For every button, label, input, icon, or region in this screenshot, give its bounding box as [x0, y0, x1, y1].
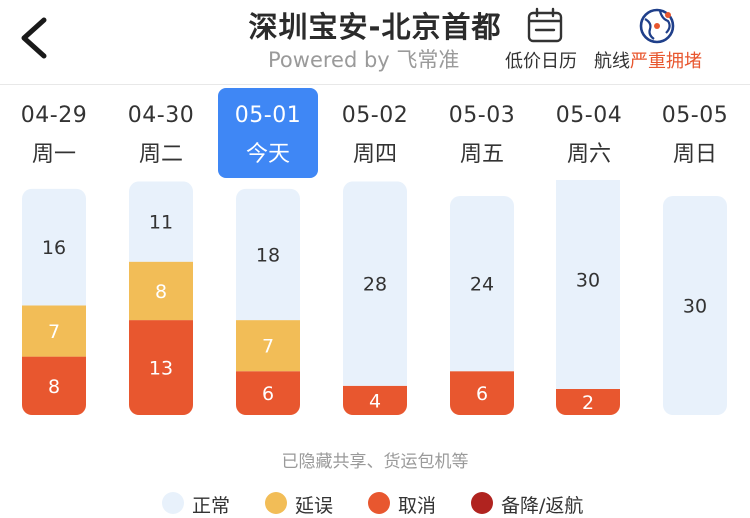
- flight-status-chart: 8 7 16 13 8 11 6 7 18 4 28 6 24 2 30 30: [22, 180, 727, 415]
- bar-segment: [450, 371, 514, 415]
- route-globe-icon[interactable]: [636, 5, 678, 47]
- bar-segment: [343, 385, 407, 415]
- date-tab-5[interactable]: 05-04 周六: [539, 88, 639, 178]
- bar-segment: [556, 180, 620, 389]
- date-tab-3[interactable]: 05-02 周四: [325, 88, 425, 178]
- bar-05-03: [450, 196, 514, 415]
- bar-05-02: [343, 181, 407, 415]
- bar-value-label: 16: [42, 237, 66, 259]
- bar-segment: [236, 320, 300, 372]
- date-tab-2[interactable]: 05-01 今天: [218, 88, 318, 178]
- bar-value-label: 2: [582, 392, 594, 414]
- back-arrow-icon[interactable]: [14, 10, 58, 66]
- bar-segment: [236, 188, 300, 321]
- bar-value-label: 6: [476, 383, 488, 405]
- header-bar: 深圳宝安-北京首都 Powered by 飞常准 低价日历 航线严重拥堵: [0, 0, 750, 85]
- bar-segment: [129, 181, 193, 262]
- date-label: 05-04: [555, 103, 623, 128]
- legend-label: 延误: [295, 495, 334, 517]
- date-tab-6[interactable]: 05-05 周日: [645, 88, 745, 178]
- powered-by-label: Powered by 飞常准: [268, 48, 460, 72]
- bar-segment: [663, 196, 727, 415]
- date-tab-0[interactable]: 04-29 周一: [4, 88, 104, 178]
- route-congestion-status: 严重拥堵: [630, 51, 702, 72]
- route-label: 航线: [594, 51, 630, 72]
- bar-value-label: 8: [155, 281, 167, 303]
- bar-segment: [22, 356, 86, 415]
- date-tab-4[interactable]: 05-03 周五: [432, 88, 532, 178]
- bar-value-label: 7: [48, 321, 60, 343]
- weekday-label: 周日: [672, 142, 717, 167]
- weekday-label: 周二: [138, 142, 183, 167]
- legend-swatch: [471, 492, 493, 514]
- weekday-label: 周一: [31, 142, 76, 167]
- bar-value-label: 7: [262, 336, 274, 358]
- bar-05-01: [236, 188, 300, 415]
- weekday-label: 今天: [245, 142, 290, 167]
- bar-segment: [22, 305, 86, 357]
- route-status-label: 航线严重拥堵: [594, 47, 702, 73]
- bar-segment: [343, 181, 407, 386]
- bar-segment: [236, 371, 300, 415]
- bar-value-label: 30: [576, 270, 600, 292]
- weekday-label: 周五: [459, 142, 504, 167]
- date-label: 05-01: [234, 103, 302, 128]
- route-title: 深圳宝安-北京首都: [248, 10, 502, 44]
- legend-swatch: [162, 492, 184, 514]
- legend-label: 正常: [192, 495, 231, 517]
- bar-value-label: 13: [149, 358, 173, 380]
- bar-value-label: 6: [262, 383, 274, 405]
- bar-value-label: 18: [256, 244, 280, 266]
- bar-value-label: 8: [48, 376, 60, 398]
- bar-04-29: [22, 188, 86, 415]
- low-price-calendar-link[interactable]: 低价日历: [505, 51, 577, 72]
- date-label: 04-29: [20, 103, 88, 128]
- weekday-label: 周六: [566, 142, 611, 167]
- date-selector: 04-29 周一 04-30 周二 05-01 今天 05-02 周四 05-0…: [0, 88, 750, 180]
- bar-segment: [129, 261, 193, 321]
- bar-segment: [22, 188, 86, 306]
- date-label: 05-05: [661, 103, 729, 128]
- weekday-label: 周四: [352, 142, 397, 167]
- date-tab-1[interactable]: 04-30 周二: [111, 88, 211, 178]
- date-label: 05-03: [448, 103, 516, 128]
- bar-value-label: 30: [683, 296, 707, 318]
- bar-segment: [556, 389, 620, 415]
- legend-swatch: [265, 492, 287, 514]
- bar-value-label: 28: [363, 274, 387, 296]
- bar-value-label: 4: [369, 390, 381, 412]
- legend-swatch: [368, 492, 390, 514]
- bar-05-05: [663, 196, 727, 415]
- bar-segment: [450, 196, 514, 372]
- bar-segment: [129, 320, 193, 415]
- bar-05-04: [556, 180, 620, 415]
- bar-value-label: 11: [149, 212, 173, 234]
- date-label: 04-30: [127, 103, 195, 128]
- date-label: 05-02: [341, 103, 409, 128]
- bar-value-label: 24: [470, 274, 494, 296]
- chart-legend: 正常 延误 取消 备降/返航: [0, 490, 750, 517]
- calendar-icon[interactable]: [526, 6, 564, 44]
- bar-04-30: [129, 181, 193, 415]
- legend-label: 备降/返航: [501, 495, 584, 517]
- legend-label: 取消: [398, 495, 437, 517]
- hidden-flights-note: 已隐藏共享、货运包机等: [281, 452, 469, 472]
